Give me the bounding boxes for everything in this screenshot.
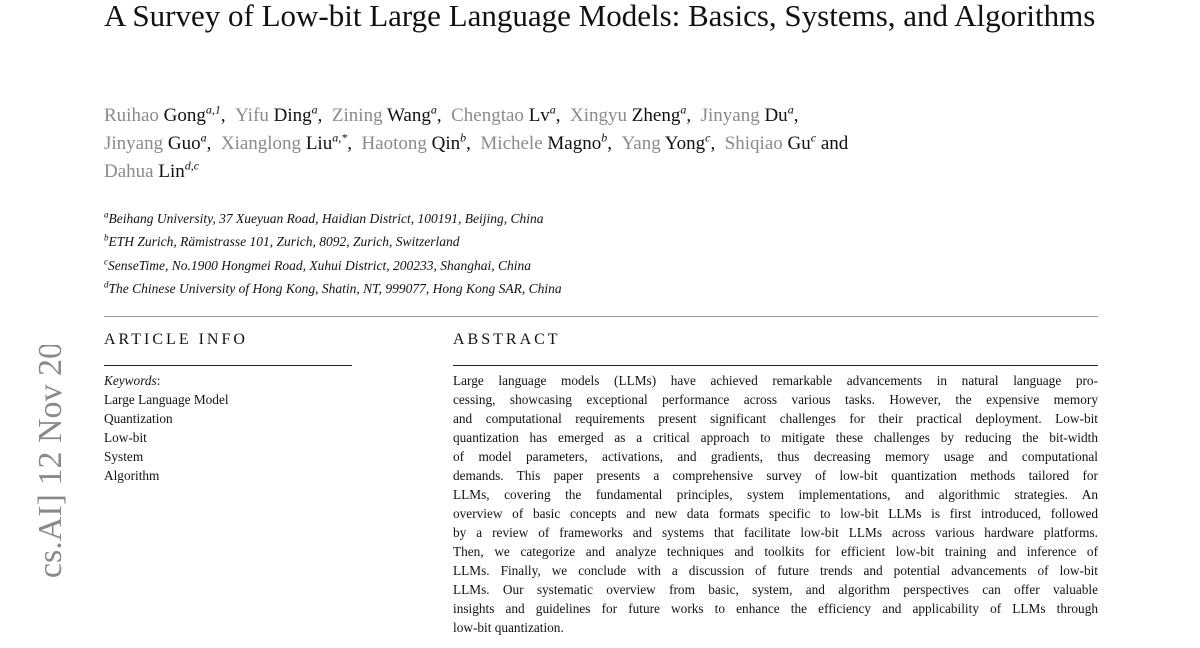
author-affiliation-mark: a xyxy=(680,102,687,117)
keywords-block: Keywords: Large Language Model Quantizati… xyxy=(104,373,229,483)
abstract-line: cessing, showcasing exceptional performa… xyxy=(453,392,1098,407)
author: Shiqiao Guc xyxy=(724,130,817,154)
author-last-name: Gong xyxy=(163,105,206,126)
affiliation-text: ETH Zurich, Rämistrasse 101, Zurich, 809… xyxy=(108,234,460,250)
author-last-name: Lin xyxy=(158,161,185,182)
author-first-name: Zining xyxy=(331,105,383,126)
article-info-underline xyxy=(104,365,352,366)
author: Xingyu Zhenga xyxy=(570,102,687,126)
author-affiliation-mark: a xyxy=(549,102,556,117)
author: Xianglong Liua,* xyxy=(220,130,348,154)
author: Dahua Lind,c xyxy=(104,158,200,182)
affiliation-mark: a xyxy=(104,209,109,220)
author-last-name: Yong xyxy=(664,133,706,154)
abstract-line: insights and guidelines for future works… xyxy=(453,601,1098,616)
author-first-name: Jinyang xyxy=(700,105,760,126)
author-affiliation-mark: a xyxy=(200,130,207,145)
author-last-name: Guo xyxy=(167,133,201,154)
abstract-line: low-bit quantization. xyxy=(453,620,564,635)
abstract-line: by a review of frameworks and systems th… xyxy=(453,525,1098,540)
author-first-name: Yifu xyxy=(235,105,269,126)
affiliation-text: Beihang University, 37 Xueyuan Road, Hai… xyxy=(108,211,544,226)
abstract-line: and computational requirements present s… xyxy=(453,411,1098,426)
author: Ruihao Gonga,1 xyxy=(104,102,221,126)
author: Michele Magnob xyxy=(480,130,608,154)
author-first-name: Dahua xyxy=(104,161,154,182)
abstract-line: LLMs. Our systematic overview from basic… xyxy=(453,582,1098,597)
abstract-heading: ABSTRACT xyxy=(453,331,561,348)
author-first-name: Yang xyxy=(621,133,661,154)
arxiv-stamp-text: cs.AI] 12 Nov 2025 xyxy=(32,345,69,579)
author-affiliation-mark: a xyxy=(311,102,318,117)
abstract-line: Large language models (LLMs) have achiev… xyxy=(453,373,1098,388)
abstract-text: Large language models (LLMs) have achiev… xyxy=(453,371,1098,637)
keywords-label: Keywords xyxy=(104,373,157,388)
author-affiliation-mark: a xyxy=(430,102,437,117)
abstract-line: LLMs. Finally, we conclude with a discus… xyxy=(453,563,1098,578)
author-last-name: Zheng xyxy=(631,105,681,126)
author-affiliation-mark: a,1 xyxy=(205,102,221,117)
author-first-name: Haotong xyxy=(361,133,427,154)
affiliation: dThe Chinese University of Hong Kong, Sh… xyxy=(104,277,562,300)
author-first-name: Shiqiao xyxy=(724,133,783,154)
author-affiliation-mark: c xyxy=(705,130,711,145)
affiliation-mark: b xyxy=(104,232,109,243)
arxiv-margin-stamp: cs.AI] 12 Nov 2025 xyxy=(28,345,78,648)
author-affiliation-mark: c xyxy=(810,130,817,145)
affiliation: bETH Zurich, Rämistrasse 101, Zurich, 80… xyxy=(104,230,562,253)
abstract-line: of model parameters, activations, and gr… xyxy=(453,449,1098,464)
author-last-name: Gu xyxy=(787,133,811,154)
author: Yang Yongc xyxy=(621,130,711,154)
author-last-name: Ding xyxy=(273,105,312,126)
author-affiliation-mark: a,* xyxy=(332,130,348,145)
author-last-name: Qin xyxy=(431,133,461,154)
paper-title: A Survey of Low-bit Large Language Model… xyxy=(104,0,1096,33)
affiliation-text: SenseTime, No.1900 Hongmei Road, Xuhui D… xyxy=(108,257,531,273)
keyword: Large Language Model xyxy=(104,392,229,407)
author: Chengtao Lva xyxy=(451,102,556,126)
author-affiliation-mark: a xyxy=(787,102,794,117)
keyword: Low-bit xyxy=(104,430,147,445)
and-word: and xyxy=(820,133,849,154)
author: Haotong Qinb xyxy=(361,130,467,154)
keyword: Quantization xyxy=(104,411,173,426)
abstract-line: quantization has emerged as a critical a… xyxy=(453,430,1098,445)
affiliation-mark: d xyxy=(104,279,109,290)
author-last-name: Lv xyxy=(528,105,550,126)
author-first-name: Xingyu xyxy=(570,105,628,126)
affiliation: aBeihang University, 37 Xueyuan Road, Ha… xyxy=(104,207,562,230)
author-last-name: Du xyxy=(764,105,788,126)
abstract-line: LLMs, covering the fundamental principle… xyxy=(453,487,1098,502)
author-list: Ruihao Gonga,1, Yifu Dinga, Zining Wanga… xyxy=(104,102,849,182)
abstract-line: Then, we categorize and analyze techniqu… xyxy=(453,544,1098,559)
author-first-name: Xianglong xyxy=(220,133,302,154)
affiliation-mark: c xyxy=(104,256,108,267)
author-first-name: Michele xyxy=(480,133,543,154)
abstract-line: overview of basic concepts and new data … xyxy=(453,506,1098,521)
affiliation: cSenseTime, No.1900 Hongmei Road, Xuhui … xyxy=(104,254,562,277)
affiliation-text: The Chinese University of Hong Kong, Sha… xyxy=(108,280,562,296)
author-first-name: Ruihao xyxy=(104,105,159,126)
author: Zining Wanga xyxy=(331,102,437,126)
abstract-line: demands. This paper presents a comprehen… xyxy=(453,468,1098,483)
author: Jinyang Guoa xyxy=(104,130,207,154)
author-last-name: Magno xyxy=(547,133,602,154)
author: Jinyang Dua xyxy=(700,102,794,126)
author-first-name: Chengtao xyxy=(451,105,524,126)
keyword: Algorithm xyxy=(104,468,160,483)
header-divider xyxy=(104,316,1098,317)
author-affiliation-mark: b xyxy=(601,130,608,145)
author-affiliation-mark: b xyxy=(460,130,467,145)
keyword: System xyxy=(104,449,144,464)
author-affiliation-mark: d,c xyxy=(184,158,200,173)
abstract-underline xyxy=(453,365,1098,366)
author-first-name: Jinyang xyxy=(104,133,164,154)
author-last-name: Liu xyxy=(305,133,333,154)
article-info-heading: ARTICLE INFO xyxy=(104,331,248,348)
author: Yifu Dinga xyxy=(235,102,318,126)
author-last-name: Wang xyxy=(387,105,431,126)
affiliations: aBeihang University, 37 Xueyuan Road, Ha… xyxy=(104,207,562,300)
